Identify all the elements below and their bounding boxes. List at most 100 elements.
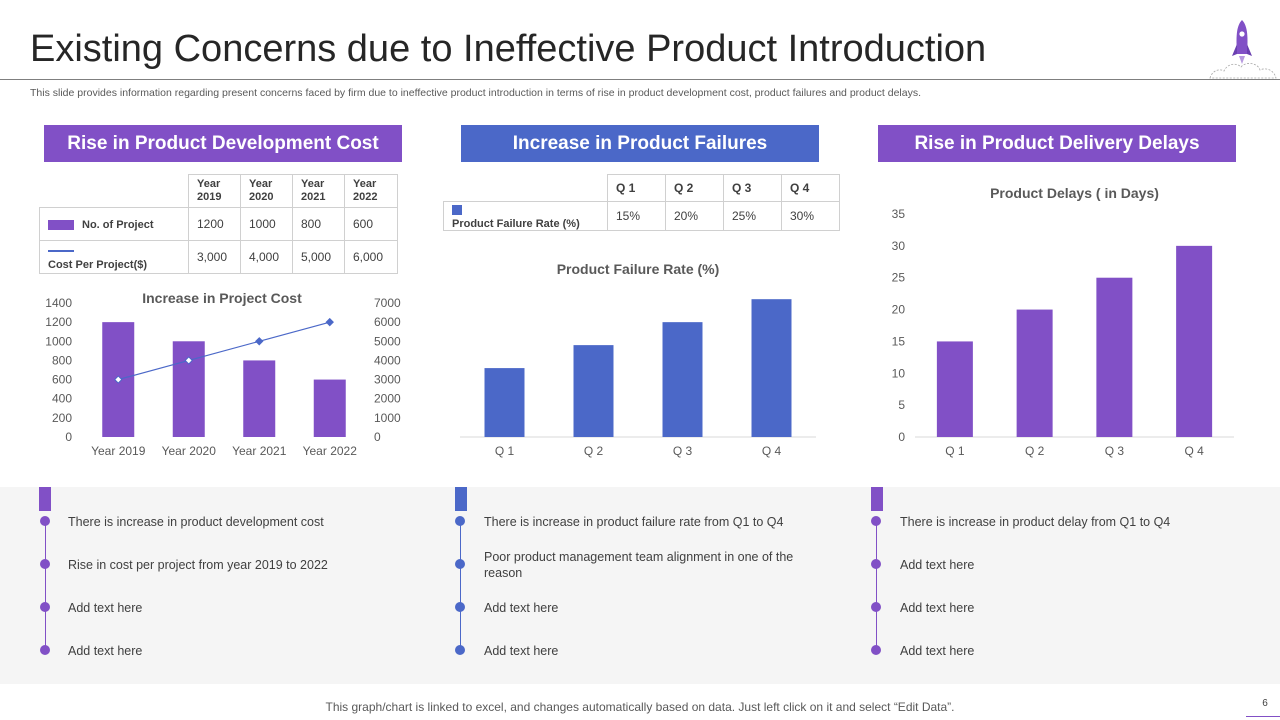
bullet-dot bbox=[40, 559, 50, 569]
timeline-line bbox=[876, 521, 877, 650]
chart-title: Increase in Project Cost bbox=[142, 290, 302, 306]
y-tick-label: 400 bbox=[52, 392, 72, 406]
table-corner bbox=[443, 174, 608, 202]
rocket-cloud-icon bbox=[1209, 20, 1277, 79]
row-label: No. of Project bbox=[82, 219, 154, 231]
x-tick-label: Q 3 bbox=[1105, 444, 1125, 458]
failure-rate-chart: Product Failure Rate (%) Q 1 Q 2 Q 3 Q 4 bbox=[460, 261, 816, 458]
table-header: Year 2022 bbox=[344, 174, 398, 208]
line-point-marker bbox=[114, 375, 123, 384]
x-tick-label: Year 2019 bbox=[91, 444, 146, 458]
table-cell: 15% bbox=[607, 201, 666, 231]
bar-q1 bbox=[484, 368, 525, 437]
heading-product-failures: Increase in Product Failures bbox=[461, 125, 819, 162]
key-point: Add text here bbox=[484, 601, 559, 615]
y-tick-label: 10 bbox=[892, 366, 906, 380]
bar-year2022 bbox=[313, 379, 346, 437]
y-tick-label: 15 bbox=[892, 334, 906, 348]
page-number-underline bbox=[1246, 716, 1280, 717]
key-point: Add text here bbox=[900, 601, 975, 615]
key-points-panel bbox=[0, 487, 1280, 684]
key-point: Add text here bbox=[900, 644, 975, 658]
key-point: Add text here bbox=[900, 558, 975, 572]
y-tick-label: 200 bbox=[52, 411, 72, 425]
table-cell: 3,000 bbox=[188, 240, 241, 274]
y-tick-label: 1200 bbox=[45, 315, 72, 329]
y-tick-label: 800 bbox=[52, 353, 72, 367]
page-number: 6 bbox=[1262, 698, 1268, 709]
table-cell: 5,000 bbox=[292, 240, 345, 274]
y-tick-label: 1000 bbox=[45, 334, 72, 348]
chart-title: Product Failure Rate (%) bbox=[557, 261, 720, 277]
bar-q1 bbox=[936, 341, 973, 437]
y-tick-label: 0 bbox=[65, 430, 72, 444]
line-point-marker bbox=[184, 356, 193, 365]
bullet-dot bbox=[40, 602, 50, 612]
slide-title: Existing Concerns due to Ineffective Pro… bbox=[30, 28, 987, 70]
x-tick-label: Q 4 bbox=[762, 444, 782, 458]
table-row: No. of Project 1200 1000 800 600 bbox=[39, 207, 398, 241]
table-cell: 25% bbox=[723, 201, 782, 231]
table-header: Year 2019 bbox=[188, 174, 241, 208]
bullet-dot bbox=[40, 516, 50, 526]
key-point: Poor product management team alignment i… bbox=[484, 550, 794, 580]
y-tick-label: 20 bbox=[892, 303, 906, 317]
table-header: Year 2020 bbox=[240, 174, 293, 208]
key-point: There is increase in product development… bbox=[68, 515, 324, 529]
heading-delivery-delays: Rise in Product Delivery Delays bbox=[878, 125, 1236, 162]
bullet-dot bbox=[871, 602, 881, 612]
bar-year2020 bbox=[172, 341, 205, 437]
table-cell: 30% bbox=[781, 201, 840, 231]
y-tick-label: 25 bbox=[892, 271, 906, 285]
x-tick-label: Q 3 bbox=[673, 444, 693, 458]
panel-tab bbox=[871, 487, 883, 511]
timeline-line bbox=[460, 521, 461, 650]
y2-tick-label: 0 bbox=[374, 430, 381, 444]
bullet-dot bbox=[455, 645, 465, 655]
table-cell: 6,000 bbox=[344, 240, 398, 274]
y-tick-label: 5 bbox=[898, 398, 905, 412]
table-header: Q 2 bbox=[665, 174, 724, 202]
footer-note: This graph/chart is linked to excel, and… bbox=[325, 700, 955, 714]
table-cell: 4,000 bbox=[240, 240, 293, 274]
line-point-marker bbox=[255, 337, 264, 346]
bullet-dot bbox=[40, 645, 50, 655]
table-corner bbox=[39, 174, 189, 208]
key-point: There is increase in product failure rat… bbox=[484, 515, 784, 529]
y-tick-label: 0 bbox=[898, 430, 905, 444]
cost-per-project-line bbox=[118, 321, 330, 381]
chart-title: Product Delays ( in Days) bbox=[990, 185, 1159, 201]
key-point: Add text here bbox=[68, 601, 143, 615]
row-label: Cost Per Project($) bbox=[48, 259, 148, 271]
project-cost-chart: Increase in Project Cost 0 200 400 600 800 100… bbox=[45, 290, 401, 458]
y-tick-label: 1400 bbox=[45, 296, 72, 310]
bullet-dot bbox=[455, 516, 465, 526]
bar-q3 bbox=[1096, 277, 1133, 437]
key-point: Add text here bbox=[484, 644, 559, 658]
slide-subtitle: This slide provides information regardin… bbox=[30, 87, 922, 99]
x-tick-label: Year 2020 bbox=[162, 444, 217, 458]
bullet-dot bbox=[871, 516, 881, 526]
bar-year2021 bbox=[243, 360, 276, 437]
table-header: Q 1 bbox=[607, 174, 666, 202]
bullet-dot bbox=[871, 645, 881, 655]
y-tick-label: 600 bbox=[52, 373, 72, 387]
x-tick-label: Q 1 bbox=[945, 444, 965, 458]
x-tick-label: Year 2022 bbox=[303, 444, 358, 458]
bar-legend-swatch bbox=[48, 219, 74, 230]
y-tick-label: 35 bbox=[892, 207, 906, 221]
x-tick-label: Q 2 bbox=[1025, 444, 1045, 458]
bar-q4 bbox=[751, 299, 792, 437]
line-point-marker bbox=[325, 317, 334, 327]
y-tick-label: 30 bbox=[892, 239, 906, 253]
bullet-dot bbox=[455, 559, 465, 569]
y2-tick-label: 5000 bbox=[374, 334, 401, 348]
y2-tick-label: 2000 bbox=[374, 392, 401, 406]
y2-tick-label: 3000 bbox=[374, 373, 401, 387]
panel-tab bbox=[455, 487, 467, 511]
y2-tick-label: 6000 bbox=[374, 315, 401, 329]
bullet-dot bbox=[871, 559, 881, 569]
y2-tick-label: 1000 bbox=[374, 411, 401, 425]
heading-development-cost: Rise in Product Development Cost bbox=[44, 125, 402, 162]
development-cost-table: Year 2019 Year 2020 Year 2021 Year 2022 … bbox=[39, 174, 398, 274]
